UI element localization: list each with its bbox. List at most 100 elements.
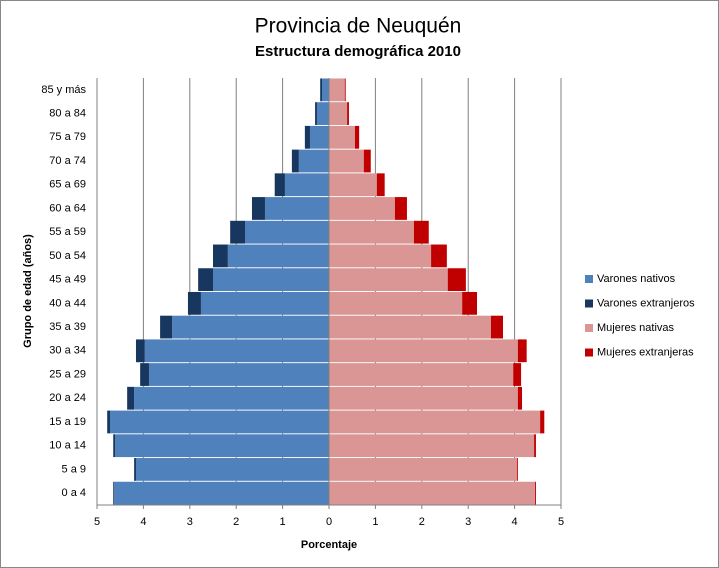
bar: [304, 125, 310, 149]
bar: [490, 315, 503, 339]
bar: [413, 220, 429, 244]
y-tick-label: 50 a 54: [49, 250, 86, 262]
bar: [160, 315, 173, 339]
y-tick-label: 20 a 24: [49, 392, 86, 404]
bar: [213, 268, 329, 292]
y-tick-label: 25 a 29: [49, 368, 86, 380]
x-tick-label: 0: [326, 516, 332, 528]
bar: [329, 481, 536, 505]
bar: [329, 410, 541, 434]
bar: [329, 197, 395, 220]
x-tick-label: 3: [465, 516, 471, 528]
bar: [431, 244, 447, 268]
x-tick-label: 5: [558, 516, 564, 528]
bar: [329, 315, 491, 339]
bar: [329, 363, 514, 386]
legend-label: Varones nativos: [597, 273, 676, 285]
bar: [315, 102, 317, 125]
bar: [329, 220, 414, 244]
y-tick-label: 40 a 44: [49, 297, 86, 309]
y-tick-label: 60 a 64: [49, 202, 86, 214]
bar: [517, 386, 523, 410]
bar: [200, 291, 329, 315]
bar: [329, 386, 518, 410]
y-tick-label: 75 a 79: [49, 131, 86, 143]
x-axis-label: Porcentaje: [301, 539, 357, 551]
bar: [140, 363, 149, 386]
legend-swatch: [585, 348, 593, 357]
bar: [113, 434, 116, 458]
bar: [535, 481, 536, 505]
bar: [148, 363, 329, 386]
bar: [394, 197, 407, 220]
bar: [513, 363, 522, 386]
bar: [284, 173, 329, 197]
y-tick-label: 35 a 39: [49, 321, 86, 333]
bar: [114, 481, 329, 505]
y-tick-label: 45 a 49: [49, 274, 86, 286]
y-tick-label: 55 a 59: [49, 226, 86, 238]
y-tick-label: 80 a 84: [49, 107, 86, 119]
bar: [264, 197, 329, 220]
bar: [274, 173, 285, 197]
bar: [329, 339, 518, 363]
bar: [227, 244, 329, 268]
bar: [347, 102, 349, 125]
x-tick-label: 1: [280, 516, 286, 528]
x-tick-label: 1: [372, 516, 378, 528]
bar: [329, 244, 432, 268]
bar: [329, 78, 345, 102]
y-axis-label: Grupo de edad (años): [22, 234, 34, 348]
legend-swatch: [585, 299, 593, 308]
y-tick-label: 10 a 14: [49, 440, 86, 452]
bar: [230, 220, 246, 244]
bar: [376, 173, 385, 197]
y-tick-label: 0 a 4: [62, 487, 86, 499]
legend-swatch: [585, 324, 593, 332]
bar: [291, 149, 299, 173]
bar: [329, 291, 463, 315]
legend-label: Varones extranjeros: [597, 297, 695, 309]
chart-subtitle: Estructura demográfica 2010: [255, 43, 461, 60]
y-tick-label: 85 y más: [41, 84, 86, 96]
bar: [107, 410, 110, 434]
bar: [172, 315, 329, 339]
x-tick-label: 3: [187, 516, 193, 528]
bar: [462, 291, 478, 315]
y-tick-label: 65 a 69: [49, 179, 86, 191]
bar: [144, 339, 329, 363]
x-tick-label: 5: [94, 516, 100, 528]
y-tick-label: 70 a 74: [49, 155, 86, 167]
bar: [309, 125, 329, 149]
chart-title: Provincia de Neuquén: [255, 15, 462, 38]
x-tick-label: 4: [512, 516, 518, 528]
y-tick-label: 30 a 34: [49, 345, 86, 357]
bar: [320, 78, 323, 102]
bar: [329, 125, 355, 149]
bar: [344, 78, 346, 102]
y-tick-label: 15 a 19: [49, 416, 86, 428]
bar: [329, 102, 348, 125]
bar: [354, 125, 360, 149]
bar: [135, 458, 329, 481]
bar: [329, 434, 535, 458]
bar: [213, 244, 228, 268]
bar: [135, 339, 145, 363]
bar: [251, 197, 265, 220]
bar: [316, 102, 329, 125]
bar: [198, 268, 213, 292]
bar: [329, 149, 364, 173]
bar: [329, 268, 448, 292]
bar: [363, 149, 371, 173]
x-tick-label: 2: [419, 516, 425, 528]
bar: [113, 481, 115, 505]
bar: [447, 268, 466, 292]
bar: [134, 458, 136, 481]
x-tick-label: 2: [233, 516, 239, 528]
bar: [134, 386, 329, 410]
legend-label: Mujeres nativas: [597, 322, 675, 334]
bar: [115, 434, 329, 458]
bar: [127, 386, 135, 410]
